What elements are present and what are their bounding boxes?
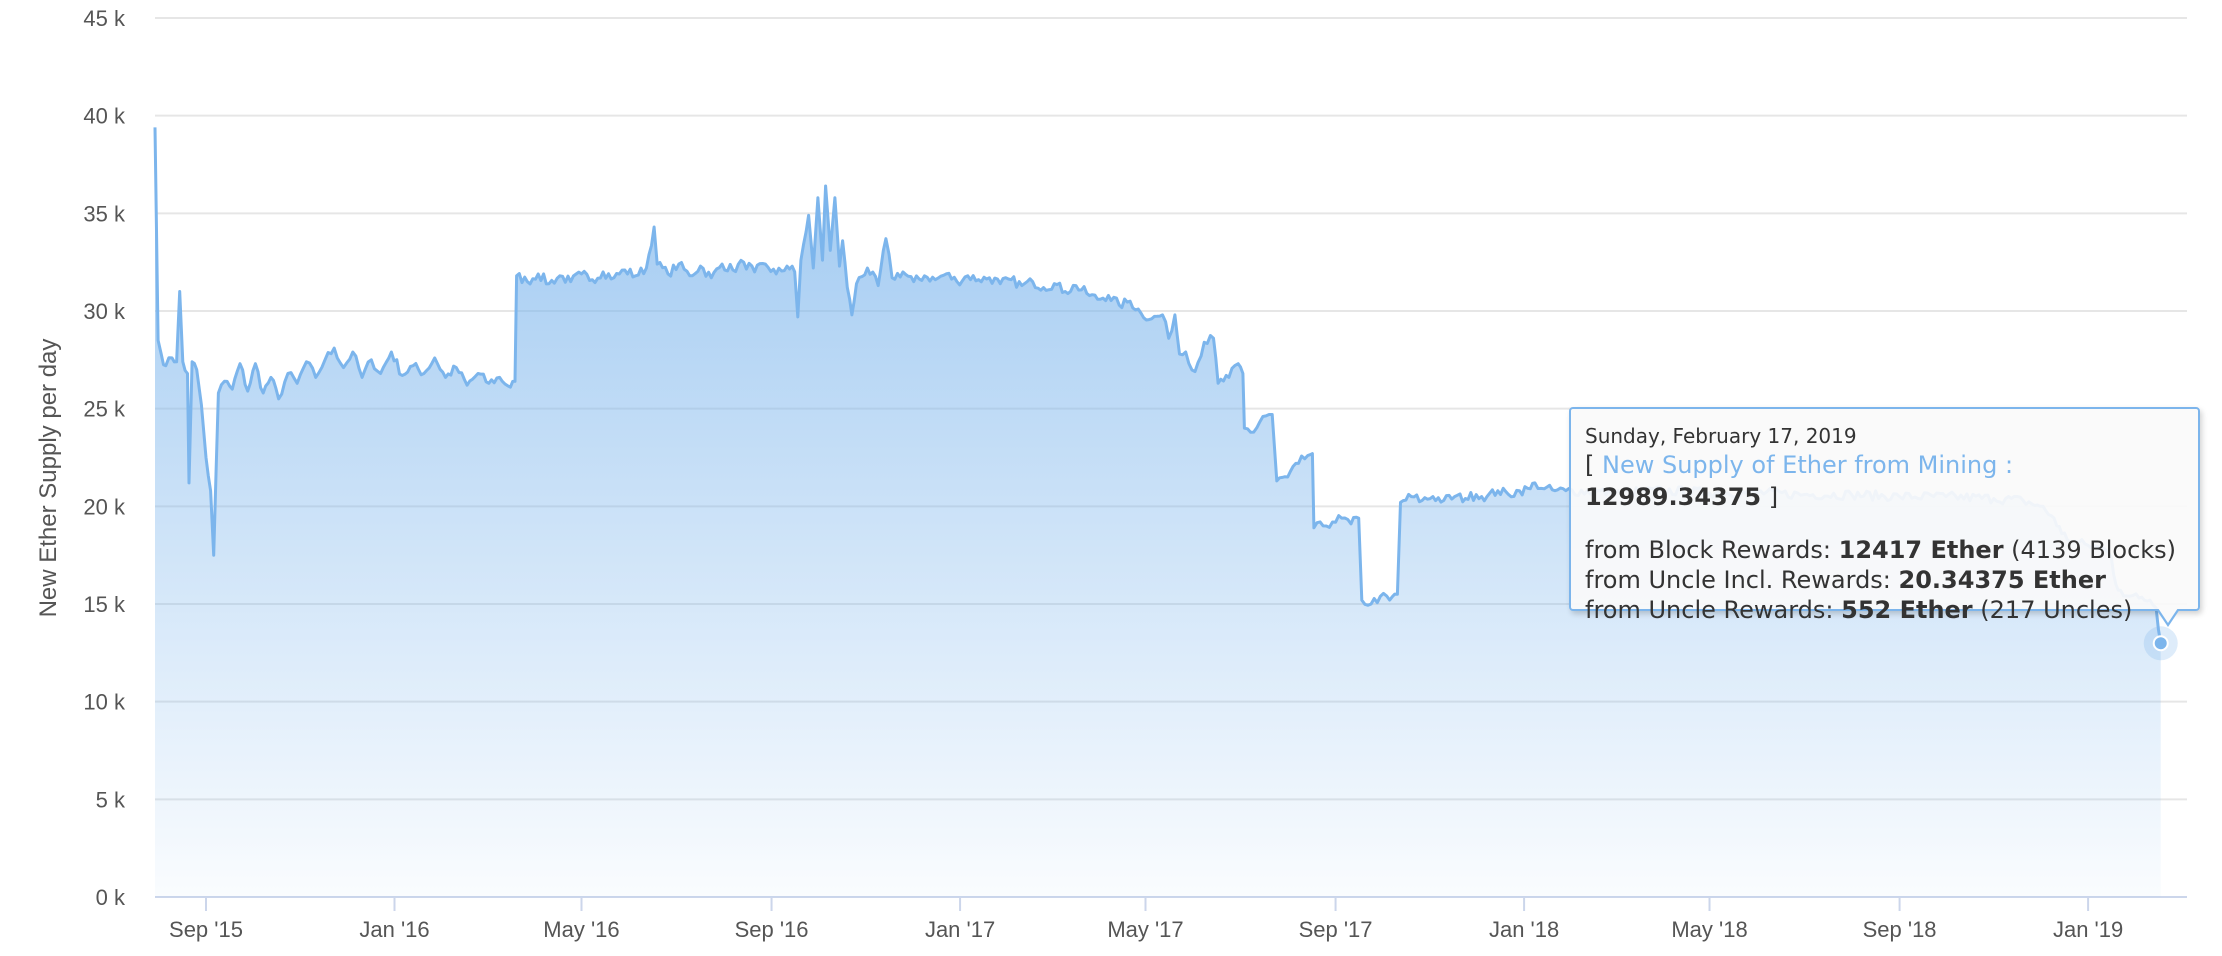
tooltip-uncle-incl-rewards: from Uncle Incl. Rewards: 20.34375 Ether <box>1585 565 2184 595</box>
y-tick-label: 20 k <box>83 494 126 519</box>
x-tick-label: May '17 <box>1107 917 1183 942</box>
y-tick-label: 10 k <box>83 690 126 715</box>
y-axis-title: New Ether Supply per day <box>35 339 62 618</box>
tooltip-uncle-rewards-label: from Uncle Rewards: <box>1585 596 1842 624</box>
tooltip-block-count: (4139 Blocks) <box>2003 536 2177 564</box>
tooltip-uncle-incl-value: 20.34375 Ether <box>1898 566 2106 594</box>
tooltip-date: Sunday, February 17, 2019 <box>1585 424 1857 448</box>
tooltip-block-rewards-label: from Block Rewards: <box>1585 536 1839 564</box>
highlighted-data-point[interactable] <box>2143 626 2178 661</box>
y-tick-label: 25 k <box>83 397 126 422</box>
y-tick-label: 5 k <box>96 787 126 812</box>
y-tick-label: 0 k <box>96 885 126 910</box>
y-tick-label: 40 k <box>83 104 126 129</box>
supply-area-fill <box>155 127 2161 897</box>
x-tick-label: Jan '16 <box>359 917 429 942</box>
tooltip-uncle-rewards-value: 552 Ether <box>1841 596 1973 624</box>
x-tick-label: Sep '17 <box>1299 917 1373 942</box>
tooltip-uncle-incl-label: from Uncle Incl. Rewards: <box>1585 566 1899 594</box>
tooltip-uncle-count: (217 Uncles) <box>1972 596 2133 624</box>
data-tooltip: Sunday, February 17, 2019 [ New Supply o… <box>1569 407 2200 624</box>
x-axis: Sep '15 Jan '16 May '16 Sep '16 Jan '17 May '… <box>169 897 2123 942</box>
x-tick-label: Sep '16 <box>735 917 809 942</box>
tooltip-series-name: New Supply of Ether from Mining : <box>1602 451 2014 479</box>
tooltip-pointer-inner <box>2158 608 2178 623</box>
tooltip-series-value: 12989.34375 <box>1585 483 1762 511</box>
tooltip-uncle-rewards: from Uncle Rewards: 552 Ether (217 Uncle… <box>1585 595 2184 625</box>
tooltip-close-bracket: ] <box>1761 483 1779 511</box>
tooltip-block-rewards: from Block Rewards: 12417 Ether (4139 Bl… <box>1585 535 2184 565</box>
y-tick-label: 35 k <box>83 201 126 226</box>
tooltip-series-line: [ New Supply of Ether from Mining : 1298… <box>1585 449 2184 513</box>
point-marker <box>2152 635 2169 652</box>
x-tick-label: Sep '15 <box>169 917 243 942</box>
x-tick-label: May '16 <box>543 917 619 942</box>
x-tick-label: Jan '19 <box>2053 917 2123 942</box>
y-axis-labels: 0 k 5 k 10 k 15 k 20 k 25 k 30 k 35 k 40 k 45 k <box>83 6 126 910</box>
y-tick-label: 45 k <box>83 6 126 31</box>
y-tick-label: 30 k <box>83 299 126 324</box>
tooltip-open-bracket: [ <box>1585 451 1602 479</box>
x-tick-label: May '18 <box>1671 917 1747 942</box>
x-tick-label: Jan '17 <box>925 917 995 942</box>
x-tick-label: Sep '18 <box>1863 917 1937 942</box>
x-tick-label: Jan '18 <box>1489 917 1559 942</box>
y-tick-label: 15 k <box>83 592 126 617</box>
tooltip-block-rewards-value: 12417 Ether <box>1838 536 2004 564</box>
